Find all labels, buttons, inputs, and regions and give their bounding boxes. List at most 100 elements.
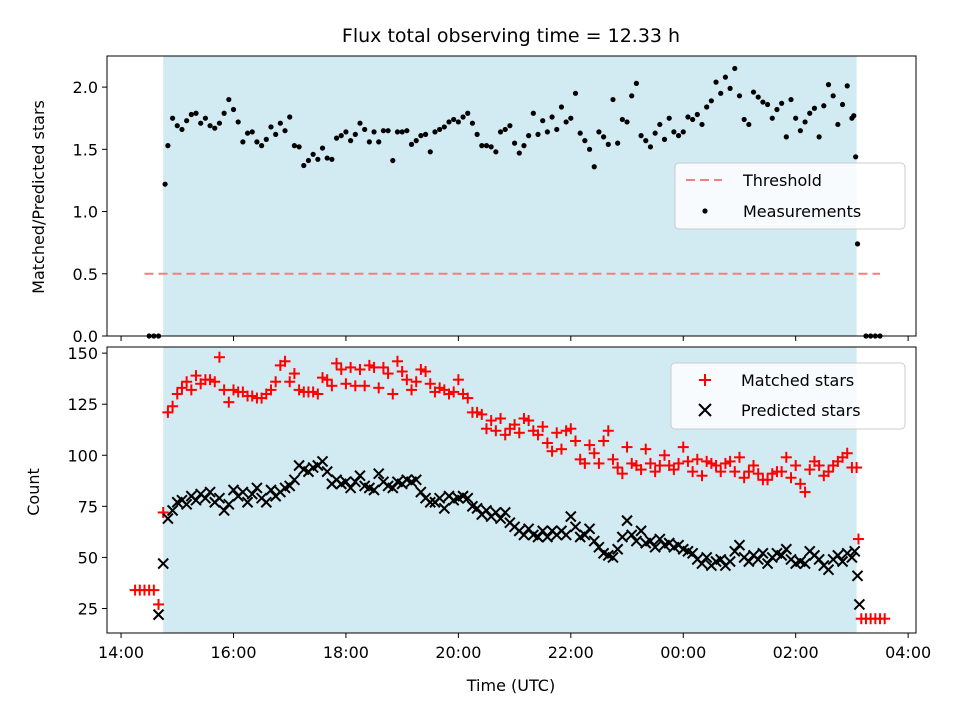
y-tick-label: 2.0 — [73, 78, 98, 97]
predicted-star-point — [284, 480, 296, 492]
predicted-star-point — [316, 455, 329, 468]
matched-star-point — [185, 384, 197, 396]
predicted-star-point — [733, 539, 746, 551]
y-tick-label: 1.0 — [73, 203, 98, 222]
matched-star-point — [593, 457, 605, 469]
predicted-star-point — [373, 467, 385, 480]
matched-star-point — [190, 370, 202, 382]
measurement-point — [774, 106, 780, 113]
predicted-star-point — [532, 531, 544, 543]
predicted-star-point — [579, 529, 591, 541]
matched-star-point — [485, 415, 497, 427]
predicted-star-point — [251, 482, 263, 494]
y-tick-label: 100 — [67, 446, 98, 465]
predicted-star-point — [387, 482, 399, 494]
y-tick-label: 150 — [67, 344, 98, 363]
measurement-point — [329, 156, 335, 162]
measurement-point — [807, 110, 813, 116]
matched-star-point — [443, 388, 455, 400]
measurement-point — [591, 164, 597, 170]
count-panel-y-ticks: 25 50 75 100 125 150 — [67, 344, 107, 618]
measurement-point — [769, 115, 775, 121]
measurement-point — [666, 115, 672, 121]
matched-star-point — [841, 447, 853, 459]
predicted-star-point — [565, 510, 577, 523]
measurement-point — [507, 123, 513, 129]
measurement-point — [324, 155, 330, 161]
predicted-star-point — [836, 555, 849, 568]
measurement-point — [235, 119, 241, 125]
matched-star-point — [331, 357, 343, 369]
predicted-star-point — [241, 496, 254, 508]
x-tick-label: 22:00 — [548, 643, 594, 662]
measurement-point — [577, 130, 583, 136]
measurement-point — [479, 143, 485, 149]
matched-star-point — [359, 380, 371, 392]
predicted-star-point — [162, 512, 174, 525]
predicted-star-point — [152, 608, 165, 621]
matched-star-point — [691, 453, 703, 465]
measurement-point — [165, 143, 171, 149]
matched-star-point — [340, 378, 352, 390]
matched-star-point — [748, 459, 760, 471]
measurement-point — [338, 133, 344, 139]
measurement-point — [259, 143, 265, 149]
measurement-point — [376, 139, 382, 145]
matched-star-point — [724, 455, 736, 467]
measurement-point — [643, 138, 649, 144]
matched-star-point — [799, 486, 811, 498]
matched-star-point — [410, 376, 422, 388]
predicted-star-point — [204, 486, 216, 498]
matched-star-point — [654, 459, 666, 471]
matched-star-point — [326, 380, 338, 392]
measurement-point — [793, 115, 799, 121]
matched-star-point — [546, 445, 558, 457]
predicted-star-point — [700, 551, 713, 564]
measurement-point — [263, 136, 269, 142]
matched-star-point — [719, 457, 731, 469]
matched-star-point — [780, 451, 792, 463]
predicted-star-point — [743, 555, 755, 568]
predicted-star-point — [715, 553, 727, 566]
matched-star-point — [209, 376, 221, 388]
matched-star-point — [181, 376, 193, 388]
measurement-point — [282, 128, 288, 134]
y-tick-label: 75 — [78, 497, 98, 516]
measurement-point — [549, 114, 555, 120]
predicted-star-point — [616, 531, 629, 543]
ratio-panel: 0.0 0.5 1.0 1.5 2.0 Flux total observing tim… — [29, 25, 917, 346]
measurement-point — [230, 106, 237, 113]
measurement-point — [816, 134, 822, 140]
matched-star-point — [176, 382, 188, 394]
matched-star-point — [616, 468, 628, 480]
measurement-point — [736, 93, 743, 99]
predicted-star-point — [199, 492, 212, 504]
legend-matched-swatch — [699, 374, 711, 386]
matched-star-point — [804, 464, 816, 476]
measurement-point — [493, 149, 499, 155]
measurement-point — [568, 115, 574, 121]
matched-star-point — [532, 429, 544, 441]
predicted-star-point — [851, 570, 864, 582]
count-legend-box — [670, 362, 906, 430]
measurement-point — [835, 121, 841, 128]
measurement-point — [746, 121, 752, 128]
matched-star-point — [382, 368, 394, 380]
matched-star-point — [612, 462, 624, 474]
matched-star-point — [579, 457, 591, 469]
predicted-star-point — [560, 529, 572, 541]
predicted-star-point — [780, 543, 793, 555]
matched-star-point — [523, 415, 535, 427]
measurement-point — [301, 162, 307, 169]
predicted-star-point — [213, 492, 226, 504]
matched-star-point — [762, 474, 774, 486]
measurement-point — [226, 96, 232, 103]
measurement-point — [647, 144, 654, 150]
matched-star-point — [167, 400, 179, 412]
legend-measurements-label: Measurements — [743, 202, 861, 221]
predicted-star-point — [724, 555, 736, 568]
measurement-point — [830, 93, 836, 99]
measurement-point — [633, 80, 640, 86]
matched-star-point — [171, 388, 183, 400]
predicted-star-point — [518, 529, 530, 541]
